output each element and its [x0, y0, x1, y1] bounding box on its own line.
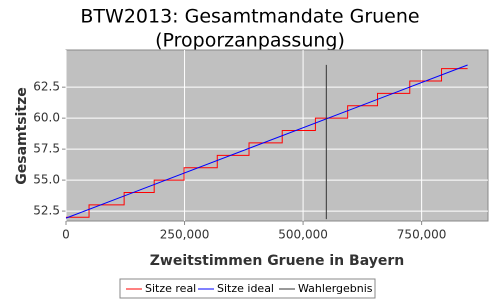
legend-text: Wahlergebnis	[298, 282, 373, 295]
series-line	[66, 68, 468, 218]
chart-title: BTW2013: Gesamtmandate Gruene	[80, 6, 419, 28]
x-tick-label: 0	[62, 228, 70, 242]
y-axis-label: Gesamtsitze	[14, 87, 30, 185]
x-axis-label: Zweitstimmen Gruene in Bayern	[150, 253, 404, 269]
y-tick-label: 55.0	[33, 173, 60, 187]
x-tick-label: 750,000	[397, 228, 447, 242]
y-tick-label: 52.5	[33, 204, 60, 218]
x-tick-label: 250,000	[160, 228, 210, 242]
y-tick-label: 60.0	[33, 111, 60, 125]
x-tick-label: 500,000	[278, 228, 328, 242]
series-line	[65, 64, 468, 219]
legend-text: Sitze real	[145, 282, 196, 295]
y-tick-label: 57.5	[33, 142, 60, 156]
plot-area	[65, 49, 489, 222]
legend-box	[119, 278, 376, 299]
y-tick-label: 62.5	[33, 80, 60, 94]
chart-title: (Proporzanpassung)	[155, 30, 345, 52]
legend-text: Sitze ideal	[217, 282, 274, 295]
